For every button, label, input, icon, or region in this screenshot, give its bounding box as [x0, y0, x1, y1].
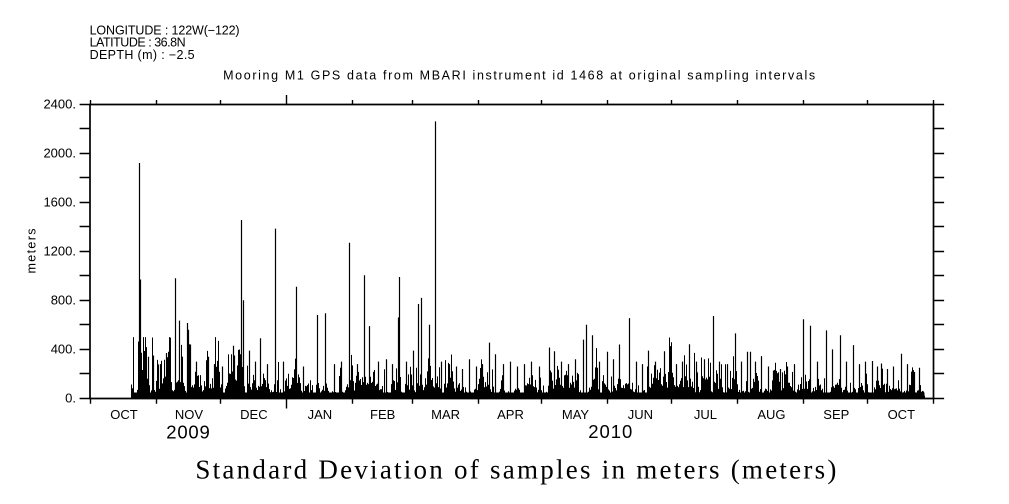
svg-text:JAN: JAN — [308, 407, 333, 422]
svg-text:SEP: SEP — [823, 407, 849, 422]
svg-text:MAR: MAR — [431, 407, 460, 422]
svg-text:LONGITUDE : 122W(−122): LONGITUDE : 122W(−122) — [90, 23, 240, 37]
svg-text:NOV: NOV — [175, 407, 204, 422]
svg-text:2010: 2010 — [588, 421, 632, 442]
svg-text:DEPTH (m) : −2.5: DEPTH (m) : −2.5 — [90, 48, 195, 62]
svg-text:Mooring M1 GPS data from MBARI: Mooring M1 GPS data from MBARI instrumen… — [223, 69, 815, 83]
svg-text:400.: 400. — [51, 342, 76, 357]
svg-text:MAY: MAY — [562, 407, 590, 422]
svg-text:OCT: OCT — [110, 407, 138, 422]
svg-text:2000.: 2000. — [43, 146, 76, 161]
svg-text:LATITUDE : 36.8N: LATITUDE : 36.8N — [90, 36, 186, 50]
svg-text:JUN: JUN — [628, 407, 653, 422]
svg-text:2400.: 2400. — [43, 97, 76, 112]
svg-text:AUG: AUG — [757, 407, 785, 422]
svg-text:2009: 2009 — [166, 422, 210, 443]
svg-text:0.: 0. — [65, 391, 76, 406]
svg-text:1600.: 1600. — [43, 195, 76, 210]
svg-text:OCT: OCT — [888, 407, 916, 422]
svg-text:meters: meters — [25, 229, 39, 274]
svg-text:APR: APR — [497, 407, 524, 422]
svg-text:JUL: JUL — [694, 407, 717, 422]
svg-text:DEC: DEC — [240, 407, 267, 422]
svg-text:1200.: 1200. — [43, 244, 76, 259]
svg-text:FEB: FEB — [370, 407, 395, 422]
svg-text:800.: 800. — [51, 293, 76, 308]
